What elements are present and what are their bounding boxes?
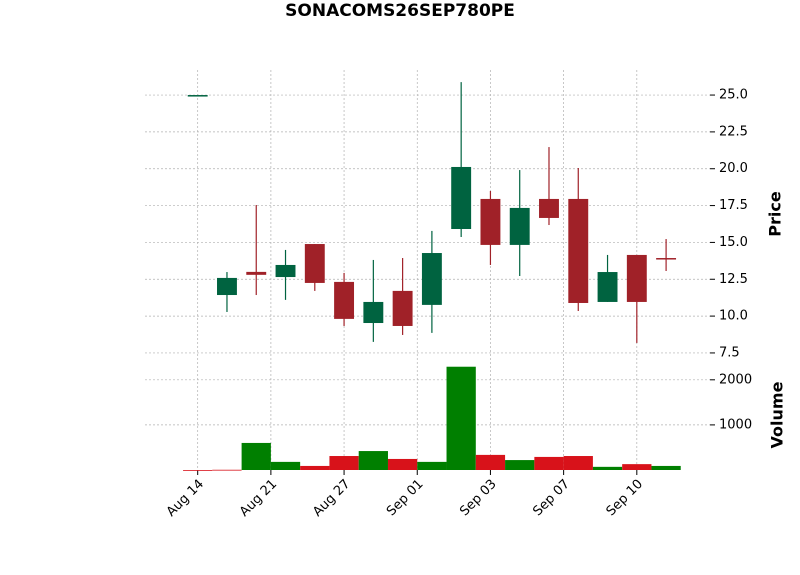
y-tick-label: 17.5 <box>719 198 748 213</box>
chart-title: SONACOMS26SEP780PE <box>285 1 515 21</box>
y-tick-label: 12.5 <box>719 272 748 287</box>
y-tick-label: 15.0 <box>719 235 748 250</box>
volume-bar <box>417 461 447 470</box>
volume-bar <box>563 456 593 470</box>
candle-body <box>334 281 355 319</box>
candle-body <box>509 207 530 245</box>
volume-bar <box>651 465 681 470</box>
candle-body <box>421 253 442 305</box>
x-tick-label: Sep 07 <box>530 477 573 520</box>
price-axis-label: Price <box>766 191 785 237</box>
y-tick-label: 2000 <box>719 372 752 387</box>
candle-body <box>187 95 208 97</box>
y-tick-label: 20.0 <box>719 161 748 176</box>
volume-bar <box>446 366 476 470</box>
x-tick-label: Aug 27 <box>310 477 353 520</box>
y-tick-label: 10.0 <box>719 309 748 324</box>
candle-body <box>597 272 618 302</box>
volume-bar <box>387 458 418 470</box>
x-tick-label: Sep 01 <box>384 477 427 520</box>
volume-bar <box>329 456 359 470</box>
candle-body <box>451 166 472 230</box>
volume-bar <box>505 460 535 470</box>
volume-bar <box>475 454 506 470</box>
candle-body <box>568 198 589 303</box>
volume-bar <box>358 451 388 470</box>
volume-bar <box>183 470 213 471</box>
candle-body <box>626 254 647 302</box>
x-tick-label: Aug 21 <box>237 477 280 520</box>
candle-body <box>392 290 413 326</box>
candle-body <box>304 244 325 283</box>
x-tick-label: Aug 14 <box>164 477 207 520</box>
volume-bar <box>300 465 330 470</box>
volume-axis-label: Volume <box>768 381 787 448</box>
volume-bar <box>622 464 652 470</box>
volume-bar <box>212 469 242 471</box>
volume-bar <box>241 442 271 470</box>
y-tick-label: 7.5 <box>719 345 740 360</box>
candle-body <box>275 264 296 278</box>
volume-bar <box>534 456 564 470</box>
candle-body <box>480 198 501 245</box>
candle-body <box>656 258 677 260</box>
y-tick-label: 1000 <box>719 417 752 432</box>
candle-body <box>217 277 237 296</box>
volume-bar <box>270 461 301 470</box>
y-tick-label: 25.0 <box>719 88 748 103</box>
y-tick-label: 22.5 <box>719 124 748 139</box>
candle-body <box>539 198 559 218</box>
x-tick-label: Sep 10 <box>604 477 647 520</box>
candle-body <box>363 301 384 324</box>
x-tick-label: Sep 03 <box>457 477 500 520</box>
candle-body <box>246 271 267 275</box>
volume-bar <box>592 466 623 470</box>
